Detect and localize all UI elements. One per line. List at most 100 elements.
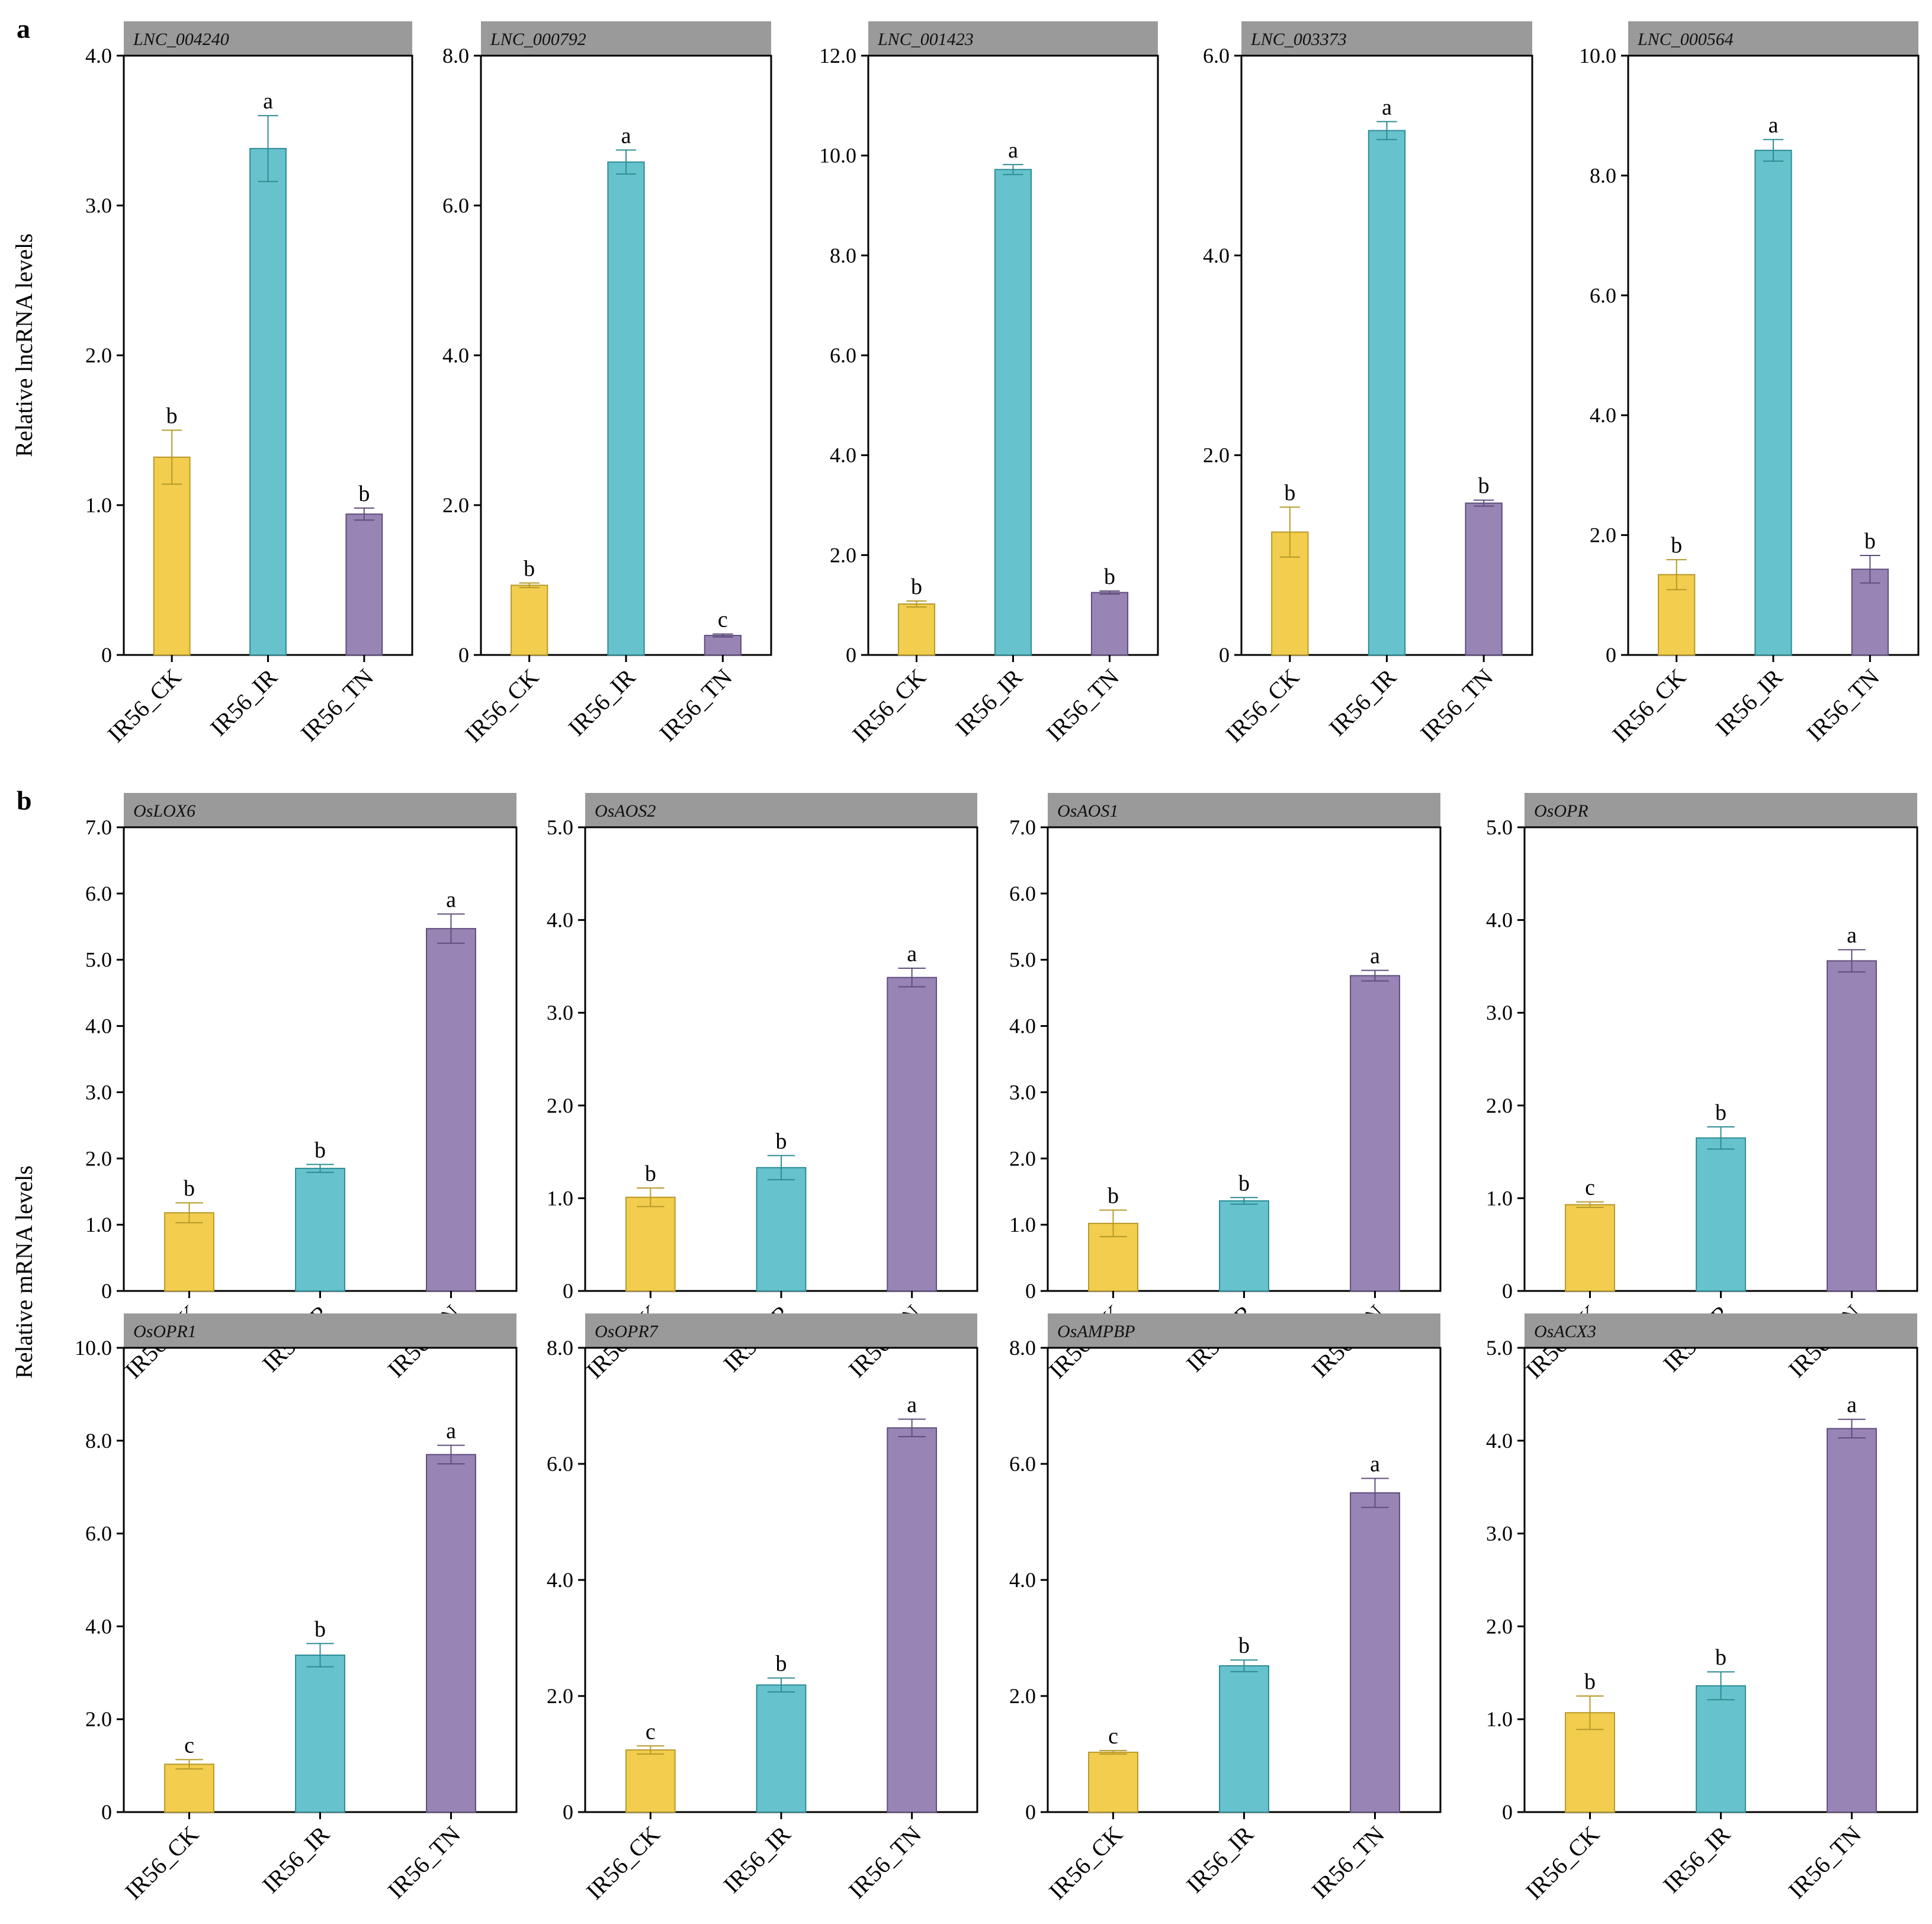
y-tick-label-lnc-003373-3: 6.0 (1203, 44, 1230, 68)
chart-title-osopr1: OsOPR1 (133, 1322, 197, 1341)
x-category-label-osopr7-ir56-ir: IR56_IR (718, 1820, 796, 1898)
y-tick-label-osopr7-0: 0 (563, 1800, 573, 1824)
y-tick-label-oslox6-3: 3.0 (85, 1080, 112, 1104)
chart-title-lnc-000792: LNC_000792 (490, 30, 586, 49)
significance-label-osopr-ir56-ck: c (1585, 1175, 1595, 1200)
chart-panel-lnc-000792: LNC_000792 0 2.0 4.0 6.0 8.0 b IR56_CK a IR56_IR c… (442, 21, 772, 747)
bar-osopr1-ir56-ir (295, 1655, 345, 1813)
y-tick-label-osopr7-1: 2.0 (547, 1684, 573, 1708)
y-tick-label-osopr1-1: 2.0 (85, 1707, 112, 1731)
chart-panel-osopr: OsOPR01.02.03.04.05.0cIR56_CKbIR56_IRaIR… (1486, 793, 1918, 1383)
x-category-label-osopr1-ir56-ir: IR56_IR (257, 1820, 335, 1898)
y-tick-label-lnc-001423-2: 4.0 (830, 444, 856, 467)
x-category-label-lnc-003373-ir56-ck: IR56_CK (1220, 663, 1304, 747)
y-tick-label-lnc-001423-6: 12.0 (819, 44, 856, 68)
y-tick-label-oslox6-7: 7.0 (85, 815, 112, 839)
significance-label-osopr-ir56-ir: b (1715, 1100, 1726, 1125)
y-tick-label-lnc-000564-5: 10.0 (1579, 44, 1616, 68)
significance-label-lnc-001423-ir56-ir: a (1008, 138, 1018, 163)
significance-label-lnc-000792-ir56-tn: c (718, 608, 728, 632)
significance-label-lnc-001423-ir56-ck: b (911, 574, 922, 599)
y-tick-label-osampbp-0: 0 (1025, 1800, 1036, 1824)
chart-title-lnc-003373: LNC_003373 (1250, 30, 1347, 49)
significance-label-osaos1-ir56-ck: b (1108, 1184, 1119, 1209)
y-tick-label-osopr-0: 0 (1502, 1279, 1513, 1303)
y-tick-label-osampbp-2: 4.0 (1009, 1568, 1036, 1592)
bar-lnc-001423-ir56-ir (994, 169, 1032, 656)
y-tick-label-osaos2-3: 3.0 (547, 1001, 573, 1024)
y-tick-label-osopr1-3: 6.0 (85, 1522, 112, 1546)
y-tick-label-lnc-004240-0: 0 (101, 643, 112, 667)
significance-label-lnc-003373-ir56-tn: b (1478, 474, 1490, 499)
significance-label-osopr-ir56-tn: a (1847, 923, 1857, 948)
y-tick-label-lnc-001423-0: 0 (846, 643, 856, 667)
y-tick-label-lnc-000564-0: 0 (1606, 643, 1616, 667)
y-tick-label-osaos1-7: 7.0 (1009, 815, 1036, 839)
y-tick-label-osaos1-2: 2.0 (1009, 1146, 1036, 1170)
chart-panel-osopr7: OsOPR7 0 2.0 4.0 6.0 8.0 c IR56_CK b IR56_IR a IR56… (547, 1313, 978, 1904)
x-category-label-lnc-000564-ir56-tn: IR56_TN (1801, 664, 1884, 747)
bar-oslox6-ir56-ck (164, 1212, 214, 1292)
y-tick-label-lnc-000564-1: 2.0 (1590, 523, 1616, 547)
bar-osopr7-ir56-tn (887, 1427, 938, 1813)
y-tick-label-lnc-000792-3: 6.0 (442, 194, 469, 217)
y-tick-label-oslox6-1: 1.0 (85, 1213, 112, 1236)
bar-lnc-003373-ir56-tn (1465, 502, 1503, 656)
strip-header-osampbp (1048, 1313, 1440, 1348)
y-tick-label-osaos1-5: 5.0 (1009, 948, 1036, 972)
panel-letter-a: a (17, 14, 30, 44)
significance-label-osaos1-ir56-tn: a (1370, 944, 1380, 969)
y-tick-label-osopr-1: 1.0 (1486, 1186, 1513, 1210)
y-tick-label-osacx3-3: 3.0 (1486, 1522, 1513, 1546)
bar-lnc-000792-ir56-ck (511, 584, 548, 656)
significance-label-osacx3-ir56-tn: a (1847, 1393, 1857, 1418)
significance-label-osacx3-ir56-ck: b (1584, 1669, 1596, 1694)
significance-label-osopr1-ir56-ir: b (314, 1617, 326, 1642)
x-category-label-lnc-000792-ir56-ir: IR56_IR (563, 663, 641, 741)
x-category-label-lnc-004240-ir56-ir: IR56_IR (205, 663, 283, 741)
chart-title-osopr7: OsOPR7 (595, 1322, 659, 1341)
chart-title-lnc-000564: LNC_000564 (1637, 30, 1734, 49)
y-tick-label-osopr-2: 2.0 (1486, 1094, 1513, 1117)
y-tick-label-lnc-001423-3: 6.0 (830, 343, 856, 367)
y-tick-label-osacx3-1: 1.0 (1486, 1707, 1513, 1731)
y-tick-label-lnc-000792-0: 0 (458, 643, 469, 667)
chart-title-osampbp: OsAMPBP (1057, 1322, 1135, 1341)
bar-osampbp-ir56-ck (1088, 1752, 1138, 1813)
bar-osopr1-ir56-ck (164, 1764, 214, 1813)
x-category-label-osampbp-ir56-tn: IR56_TN (1307, 1821, 1389, 1904)
significance-label-osopr7-ir56-ir: b (776, 1652, 787, 1676)
y-tick-label-osaos2-5: 5.0 (547, 815, 573, 839)
x-category-label-lnc-003373-ir56-tn: IR56_TN (1415, 664, 1498, 747)
y-axis-label-lncrna: Relative lncRNA levels (11, 233, 37, 457)
significance-label-lnc-000792-ir56-ck: b (524, 557, 535, 582)
y-tick-label-osopr-5: 5.0 (1486, 815, 1513, 839)
bar-osopr-ir56-tn (1827, 960, 1877, 1292)
y-tick-label-osacx3-4: 4.0 (1486, 1429, 1513, 1453)
y-tick-label-osaos2-1: 1.0 (547, 1186, 573, 1210)
chart-title-lnc-004240: LNC_004240 (133, 30, 229, 49)
significance-label-osampbp-ir56-ck: c (1108, 1724, 1118, 1749)
y-tick-label-osopr1-0: 0 (101, 1800, 112, 1824)
y-tick-label-lnc-004240-4: 4.0 (85, 44, 112, 68)
chart-panel-lnc-000564: LNC_000564 0 2.0 4.0 6.0 8.0 10.0 b IR56_CK a IR56… (1579, 21, 1920, 747)
significance-label-oslox6-ir56-tn: a (446, 888, 456, 913)
chart-title-lnc-001423: LNC_001423 (877, 30, 974, 49)
chart-title-oslox6: OsLOX6 (133, 801, 195, 821)
bar-lnc-000792-ir56-tn (704, 635, 742, 656)
significance-label-osaos1-ir56-ir: b (1238, 1171, 1250, 1196)
strip-header-lnc-000564 (1628, 21, 1918, 56)
y-tick-label-oslox6-4: 4.0 (85, 1014, 112, 1038)
bar-osopr7-ir56-ir (756, 1684, 807, 1813)
significance-label-osampbp-ir56-tn: a (1370, 1452, 1380, 1477)
significance-label-lnc-001423-ir56-tn: b (1104, 564, 1115, 589)
chart-title-osacx3: OsACX3 (1534, 1322, 1596, 1341)
bar-osopr-ir56-ck (1565, 1204, 1615, 1292)
strip-header-osaos2 (585, 793, 977, 827)
y-tick-label-osopr7-3: 6.0 (547, 1452, 573, 1476)
y-tick-label-osopr7-2: 4.0 (547, 1568, 573, 1592)
significance-label-lnc-000564-ir56-ck: b (1671, 533, 1682, 558)
y-tick-label-oslox6-0: 0 (101, 1279, 112, 1303)
y-tick-label-lnc-003373-1: 2.0 (1203, 444, 1230, 467)
